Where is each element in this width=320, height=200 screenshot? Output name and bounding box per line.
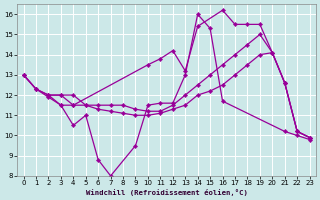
X-axis label: Windchill (Refroidissement éolien,°C): Windchill (Refroidissement éolien,°C) [86,189,248,196]
